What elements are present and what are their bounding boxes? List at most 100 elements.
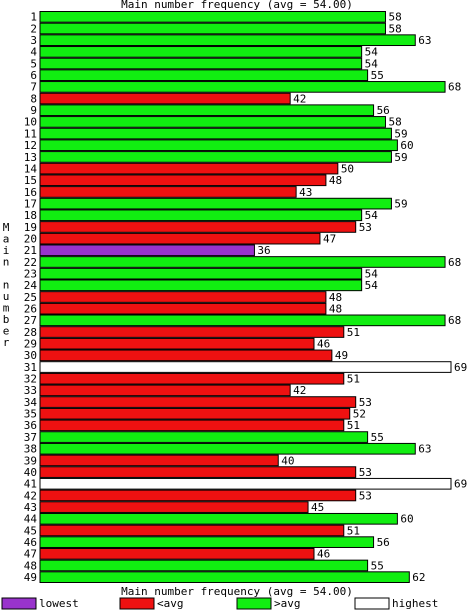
category-label-29: 29 — [24, 338, 37, 351]
category-label-24: 24 — [24, 279, 38, 292]
bar-30 — [39, 349, 333, 362]
value-label-28: 51 — [347, 326, 360, 339]
category-label-35: 35 — [24, 408, 37, 421]
bar-24 — [39, 279, 363, 292]
bar-35 — [39, 407, 351, 420]
value-label-22: 68 — [448, 256, 461, 269]
bar-11 — [39, 127, 392, 140]
category-label-41: 41 — [24, 478, 37, 491]
bar-10 — [39, 116, 386, 128]
category-label-7: 7 — [30, 81, 37, 94]
y-axis-label-char: n — [3, 279, 10, 292]
category-label-13: 13 — [24, 151, 37, 164]
category-label-9: 9 — [30, 104, 37, 117]
value-label-1: 58 — [388, 11, 401, 24]
value-label-7: 68 — [448, 81, 461, 94]
bar-42 — [39, 489, 357, 502]
category-label-6: 6 — [30, 69, 37, 82]
category-label-26: 26 — [24, 303, 37, 316]
legend-swatch-2 — [236, 597, 272, 610]
category-label-19: 19 — [24, 221, 37, 234]
y-axis-label-char: r — [3, 336, 10, 349]
category-label-34: 34 — [24, 396, 38, 409]
value-label-43: 45 — [311, 501, 324, 514]
value-label-3: 63 — [418, 34, 431, 47]
value-label-32: 51 — [347, 373, 360, 386]
bar-15 — [39, 174, 327, 187]
bar-3 — [39, 34, 416, 47]
y-axis-label-char: u — [3, 290, 10, 303]
bar-32 — [39, 372, 345, 385]
bar-2 — [39, 22, 386, 35]
legend-swatch-1 — [119, 597, 155, 610]
category-label-25: 25 — [24, 291, 37, 304]
value-label-5: 54 — [365, 57, 379, 70]
category-label-28: 28 — [24, 326, 37, 339]
category-label-22: 22 — [24, 256, 37, 269]
y-axis-label-char: n — [3, 256, 10, 269]
value-label-6: 55 — [371, 69, 384, 82]
y-axis-label-char: M — [3, 221, 10, 234]
bar-7 — [39, 81, 446, 93]
bar-33 — [39, 384, 291, 397]
bar-25 — [39, 291, 327, 303]
bar-38 — [39, 442, 416, 455]
value-label-36: 51 — [347, 419, 360, 432]
bar-12 — [39, 139, 398, 152]
category-label-45: 45 — [24, 524, 37, 537]
y-axis-label-char: a — [3, 233, 10, 246]
bar-27 — [39, 314, 446, 327]
value-label-37: 55 — [371, 431, 384, 444]
category-label-27: 27 — [24, 314, 37, 327]
category-label-11: 11 — [24, 127, 37, 140]
value-label-35: 52 — [353, 408, 366, 421]
bar-46 — [39, 536, 375, 548]
bar-16 — [39, 186, 297, 198]
bar-13 — [39, 151, 392, 163]
category-label-2: 2 — [30, 22, 37, 35]
category-label-14: 14 — [24, 162, 38, 175]
value-label-16: 43 — [299, 186, 312, 199]
category-label-17: 17 — [24, 197, 37, 210]
value-label-14: 50 — [341, 162, 354, 175]
value-label-18: 54 — [365, 209, 379, 222]
value-label-13: 59 — [394, 151, 407, 164]
bar-5 — [39, 57, 363, 70]
legend-label-0: lowest — [39, 597, 79, 610]
bar-14 — [39, 162, 339, 175]
legend-label-1: <avg — [157, 597, 184, 610]
y-axis-label-char: e — [3, 325, 10, 338]
value-label-26: 48 — [329, 303, 342, 316]
bar-19 — [39, 221, 357, 233]
value-label-4: 54 — [365, 46, 379, 59]
category-label-32: 32 — [24, 373, 37, 386]
value-label-17: 59 — [394, 197, 407, 210]
bar-49 — [39, 571, 410, 584]
value-label-15: 48 — [329, 174, 342, 187]
category-label-5: 5 — [30, 57, 37, 70]
category-label-8: 8 — [30, 92, 37, 105]
category-label-44: 44 — [24, 513, 38, 526]
bar-29 — [39, 337, 315, 350]
category-label-1: 1 — [30, 11, 37, 24]
value-label-38: 63 — [418, 443, 431, 456]
value-label-11: 59 — [394, 127, 407, 140]
category-label-42: 42 — [24, 489, 37, 502]
category-label-23: 23 — [24, 267, 37, 280]
bar-45 — [39, 524, 345, 537]
bar-40 — [39, 466, 357, 478]
value-label-40: 53 — [359, 466, 372, 479]
bar-1 — [39, 11, 386, 23]
bar-9 — [39, 104, 375, 117]
y-axis-label-char: b — [3, 313, 10, 326]
category-label-21: 21 — [24, 244, 37, 257]
bar-44 — [39, 512, 398, 525]
category-label-33: 33 — [24, 384, 37, 397]
category-label-48: 48 — [24, 559, 37, 572]
category-label-15: 15 — [24, 174, 37, 187]
value-label-12: 60 — [400, 139, 413, 152]
bar-43 — [39, 501, 309, 513]
value-label-31: 69 — [454, 361, 467, 374]
value-label-24: 54 — [365, 279, 379, 292]
